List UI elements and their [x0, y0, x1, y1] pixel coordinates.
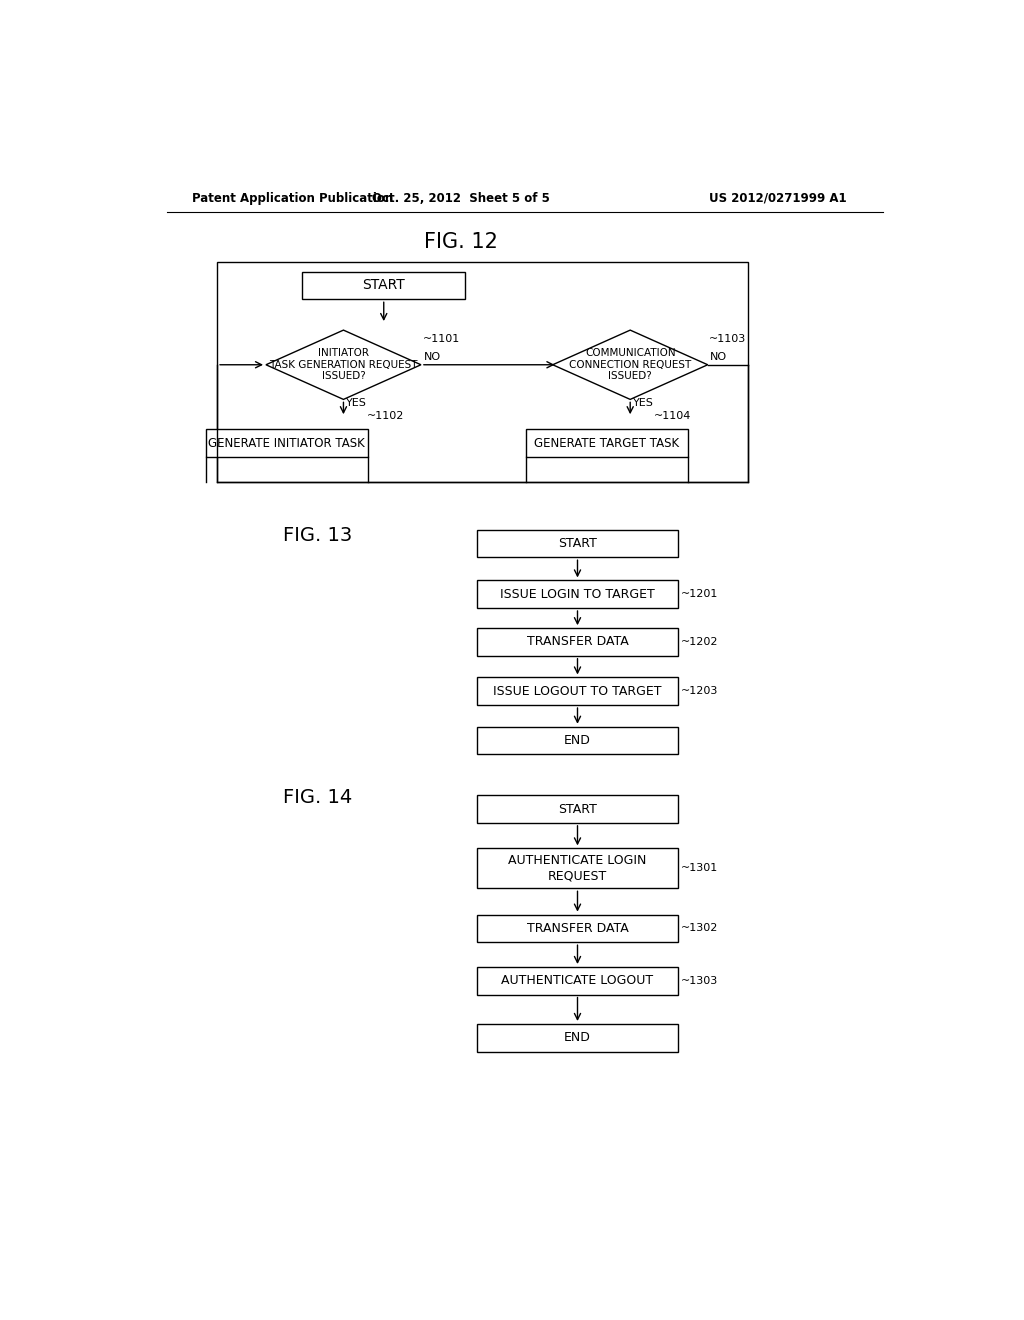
Text: YES: YES [346, 399, 367, 408]
Polygon shape [266, 330, 421, 400]
Text: ~1102: ~1102 [367, 411, 404, 421]
Text: ~1301: ~1301 [681, 863, 719, 874]
Text: INITIATOR
TASK GENERATION REQUEST
ISSUED?: INITIATOR TASK GENERATION REQUEST ISSUED… [269, 348, 418, 381]
Text: GENERATE INITIATOR TASK: GENERATE INITIATOR TASK [209, 437, 366, 450]
Text: ~1103: ~1103 [710, 334, 746, 345]
Text: AUTHENTICATE LOGOUT: AUTHENTICATE LOGOUT [502, 974, 653, 987]
Text: Patent Application Publication: Patent Application Publication [191, 191, 393, 205]
FancyBboxPatch shape [525, 429, 688, 457]
Text: START: START [362, 279, 406, 293]
FancyBboxPatch shape [477, 677, 678, 705]
Text: ~1303: ~1303 [681, 975, 719, 986]
Text: ~1202: ~1202 [681, 638, 719, 647]
FancyBboxPatch shape [477, 1024, 678, 1052]
Text: FIG. 14: FIG. 14 [284, 788, 352, 807]
Text: ISSUE LOGIN TO TARGET: ISSUE LOGIN TO TARGET [500, 587, 655, 601]
FancyBboxPatch shape [477, 966, 678, 995]
Text: NO: NO [710, 352, 727, 362]
Text: START: START [558, 537, 597, 550]
Text: TRANSFER DATA: TRANSFER DATA [526, 635, 629, 648]
FancyBboxPatch shape [302, 272, 465, 300]
Text: YES: YES [633, 399, 653, 408]
Text: FIG. 13: FIG. 13 [284, 527, 352, 545]
Text: AUTHENTICATE LOGIN
REQUEST: AUTHENTICATE LOGIN REQUEST [508, 854, 647, 882]
Text: Oct. 25, 2012  Sheet 5 of 5: Oct. 25, 2012 Sheet 5 of 5 [373, 191, 550, 205]
Text: COMMUNICATION
CONNECTION REQUEST
ISSUED?: COMMUNICATION CONNECTION REQUEST ISSUED? [569, 348, 691, 381]
FancyBboxPatch shape [206, 429, 369, 457]
Text: ISSUE LOGOUT TO TARGET: ISSUE LOGOUT TO TARGET [494, 685, 662, 698]
FancyBboxPatch shape [477, 529, 678, 557]
Text: ~1302: ~1302 [681, 924, 719, 933]
Text: FIG. 12: FIG. 12 [424, 231, 499, 252]
Text: NO: NO [424, 352, 441, 362]
Text: US 2012/0271999 A1: US 2012/0271999 A1 [710, 191, 847, 205]
Text: TRANSFER DATA: TRANSFER DATA [526, 921, 629, 935]
FancyBboxPatch shape [477, 581, 678, 609]
Text: END: END [564, 734, 591, 747]
Text: START: START [558, 803, 597, 816]
FancyBboxPatch shape [477, 628, 678, 656]
Text: ~1201: ~1201 [681, 589, 719, 599]
Text: ~1104: ~1104 [653, 411, 691, 421]
Text: ~1203: ~1203 [681, 686, 719, 696]
Text: ~1101: ~1101 [423, 334, 460, 345]
Text: END: END [564, 1031, 591, 1044]
FancyBboxPatch shape [477, 849, 678, 888]
Polygon shape [553, 330, 708, 400]
FancyBboxPatch shape [477, 795, 678, 822]
FancyBboxPatch shape [477, 726, 678, 755]
Text: GENERATE TARGET TASK: GENERATE TARGET TASK [535, 437, 680, 450]
FancyBboxPatch shape [477, 915, 678, 942]
